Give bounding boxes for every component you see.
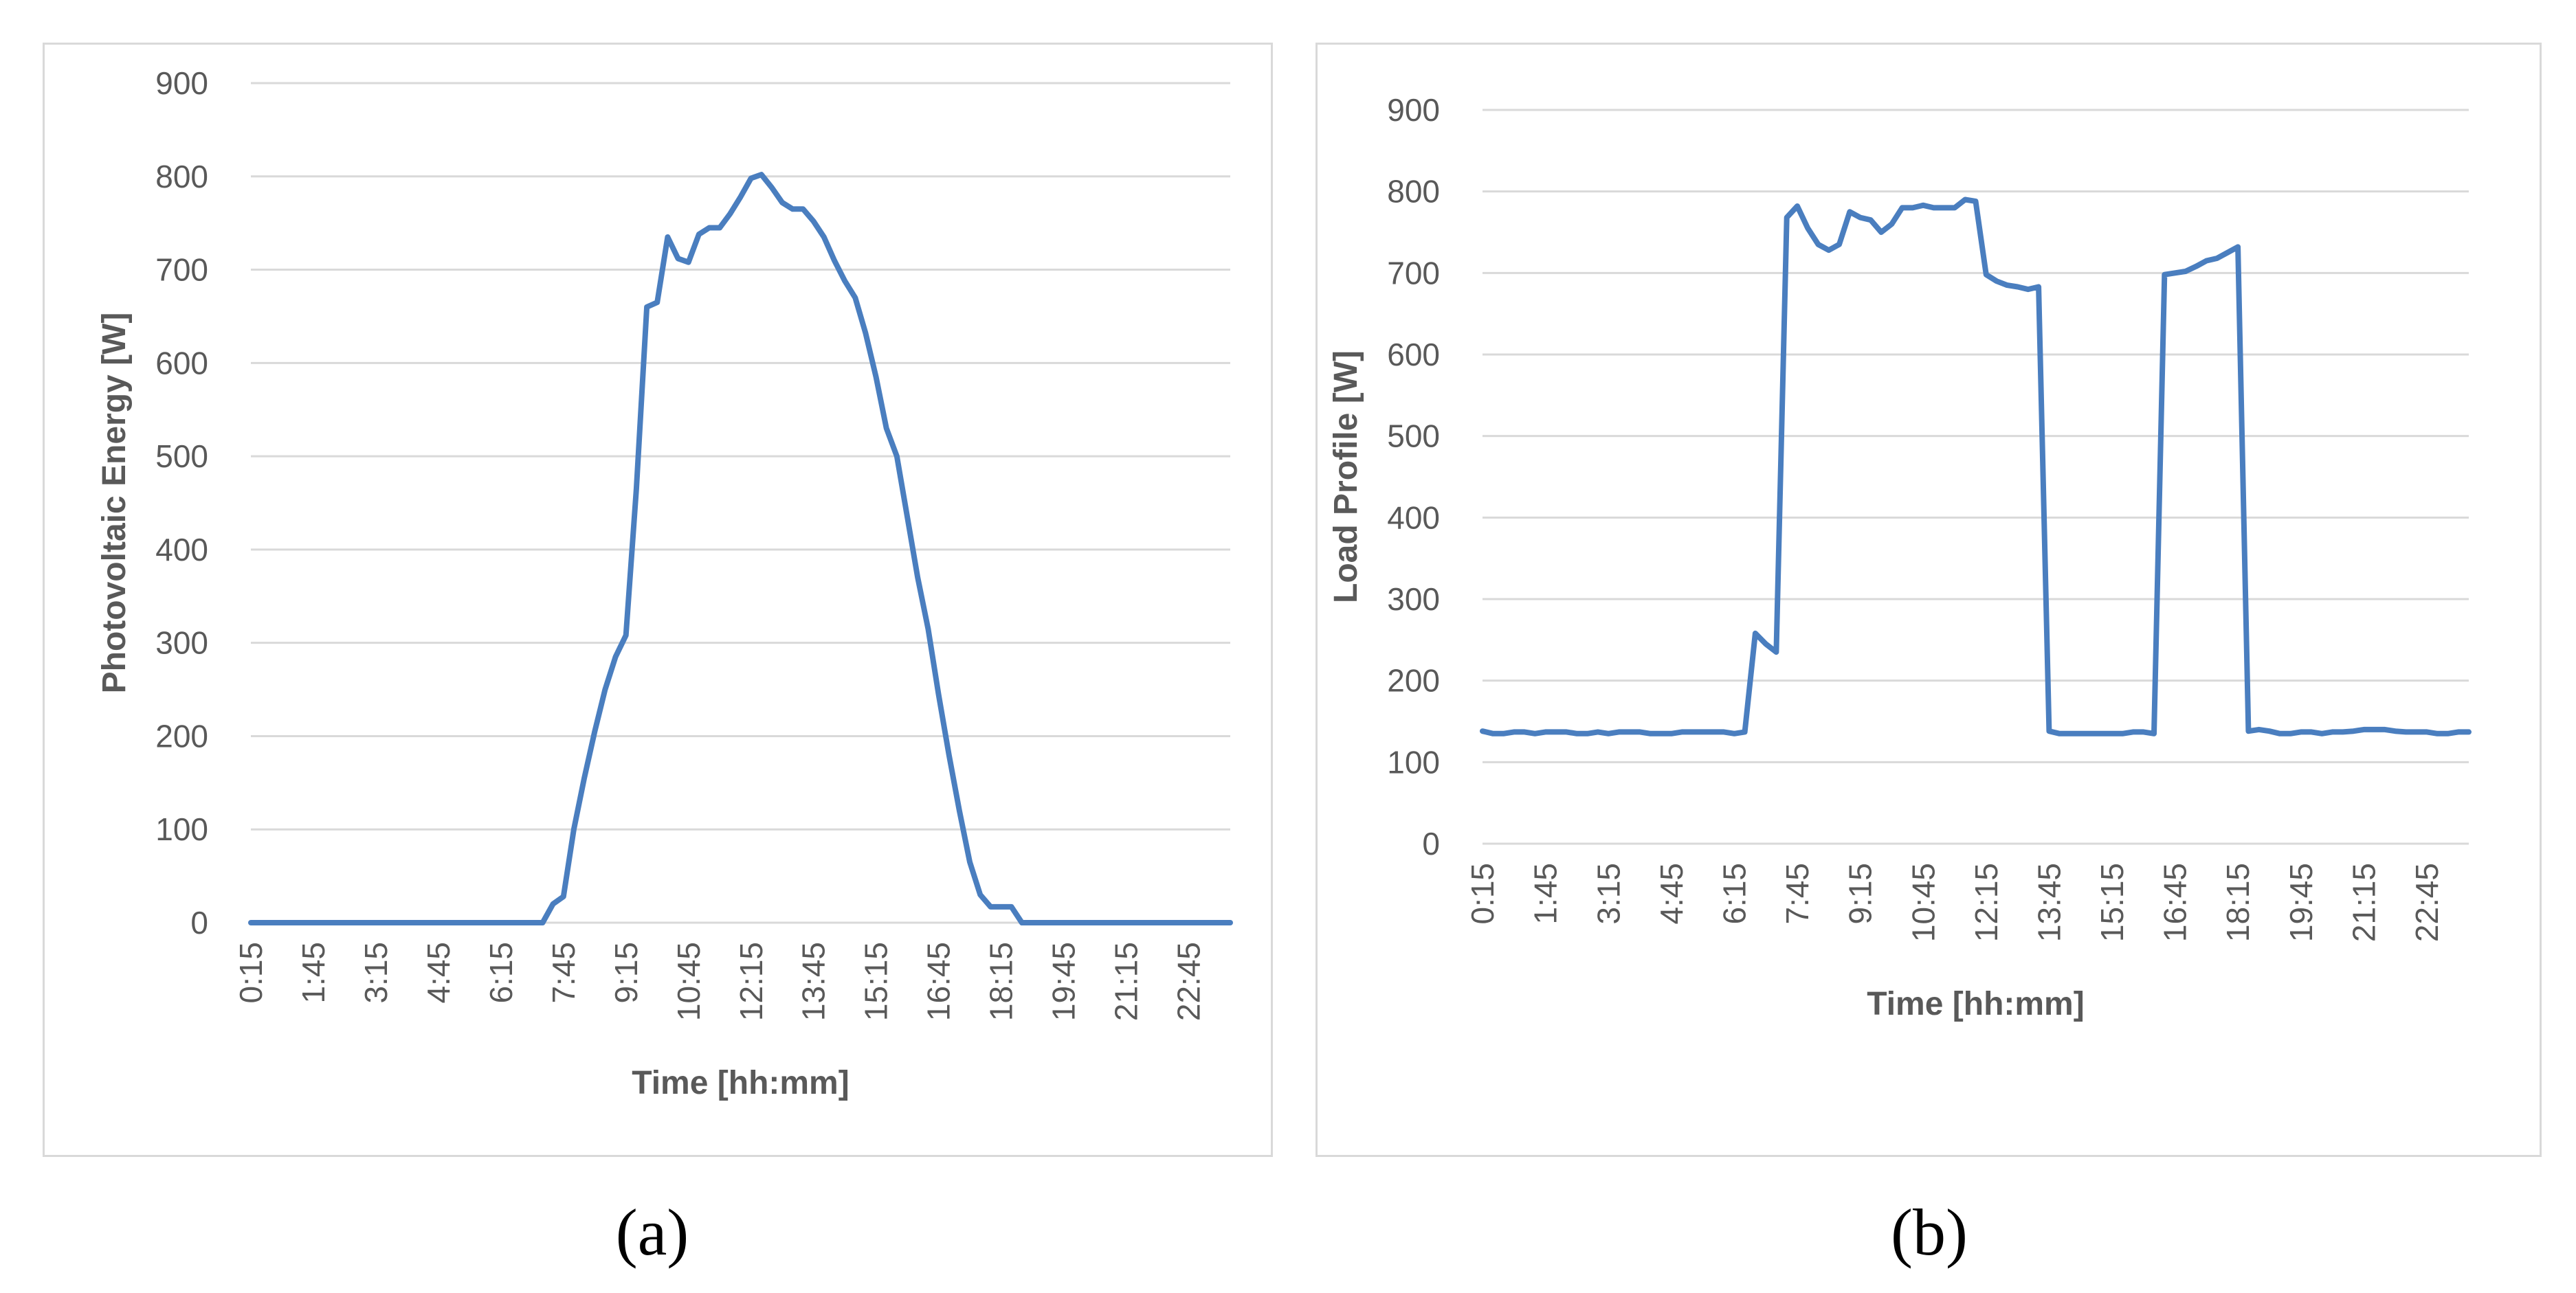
y-tick-label: 100 — [1387, 744, 1440, 780]
x-tick-label: 21:15 — [2346, 863, 2381, 942]
y-tick-label: 500 — [155, 438, 208, 474]
x-tick-label: 10:45 — [671, 942, 707, 1021]
y-tick-label: 200 — [155, 718, 208, 754]
y-tick-label: 500 — [1387, 418, 1440, 454]
x-tick-label: 10:45 — [1905, 863, 1941, 942]
caption-a: (a) — [615, 1195, 689, 1269]
caption-b: (b) — [1891, 1195, 1968, 1269]
y-tick-label: 600 — [155, 345, 208, 381]
y-tick-label: 700 — [155, 252, 208, 288]
x-tick-label: 19:45 — [2283, 863, 2319, 942]
y-tick-label: 800 — [155, 159, 208, 194]
x-tick-label: 12:15 — [733, 942, 769, 1021]
x-tick-label: 0:15 — [233, 942, 269, 1004]
photovoltaic-energy-chart: 0 100 200 300 400 500 600 700 800 900 0:15 1:45 3:15… — [96, 65, 1233, 1101]
x-tick-label: 7:45 — [1779, 863, 1815, 925]
x-tick-label: 6:15 — [483, 942, 519, 1004]
x-tick-label: 1:45 — [296, 942, 331, 1004]
x-tick-label: 9:15 — [608, 942, 644, 1004]
y-tick-label: 100 — [155, 811, 208, 847]
y-tick-label: 0 — [190, 905, 208, 941]
x-tick-label: 19:45 — [1046, 942, 1082, 1021]
y-tick-label: 700 — [1387, 255, 1440, 291]
x-tick-label: 13:45 — [2031, 863, 2067, 942]
series-line — [1480, 196, 2472, 737]
y-tick-label: 300 — [1387, 581, 1440, 617]
x-tick-label: 4:45 — [1654, 863, 1689, 925]
series-line — [248, 172, 1233, 925]
x-axis-title: Time [hh:mm] — [632, 1065, 849, 1101]
x-tick-label: 0:15 — [1465, 863, 1500, 925]
x-tick-label: 1:45 — [1528, 863, 1564, 925]
y-tick-label: 0 — [1422, 826, 1440, 862]
y-tick-label: 600 — [1387, 337, 1440, 372]
y-tick-label: 400 — [155, 532, 208, 567]
x-tick-label: 12:15 — [1968, 863, 2004, 942]
y-tick-label: 400 — [1387, 499, 1440, 535]
x-tick-label: 4:45 — [421, 942, 456, 1004]
x-tick-label: 21:15 — [1109, 942, 1144, 1021]
x-tick-label: 15:15 — [2094, 863, 2130, 942]
x-axis-title: Time [hh:mm] — [1867, 986, 2084, 1022]
y-tick-label: 800 — [1387, 174, 1440, 210]
x-tick-label: 18:15 — [984, 942, 1019, 1021]
x-tick-label: 16:45 — [921, 942, 957, 1021]
x-tick-label: 16:45 — [2157, 863, 2193, 942]
x-tick-label: 3:15 — [358, 942, 394, 1004]
x-tick-label: 22:45 — [1170, 942, 1206, 1021]
y-tick-label: 900 — [1387, 92, 1440, 128]
x-tick-label: 7:45 — [546, 942, 581, 1004]
chart-panel-a: 0 100 200 300 400 500 600 700 800 900 0:15 1:45 3:15… — [43, 43, 1273, 1157]
x-tick-label: 15:15 — [858, 942, 894, 1021]
y-axis-title: Photovoltaic Energy [W] — [96, 313, 133, 694]
x-tick-label: 18:15 — [2220, 863, 2256, 942]
chart-panel-b: 0 100 200 300 400 500 600 700 800 900 0:15 1:45 3:15… — [1315, 43, 2542, 1157]
x-tick-label: 3:15 — [1590, 863, 1626, 925]
y-axis-title: Load Profile [W] — [1328, 350, 1364, 603]
y-tick-label: 900 — [155, 65, 208, 101]
x-tick-label: 9:15 — [1843, 863, 1878, 925]
x-tick-label: 22:45 — [2409, 863, 2445, 942]
y-tick-label: 300 — [155, 625, 208, 661]
load-profile-chart: 0 100 200 300 400 500 600 700 800 900 0:15 1:45 3:15… — [1328, 92, 2472, 1022]
x-tick-label: 13:45 — [796, 942, 832, 1021]
x-tick-label: 6:15 — [1716, 863, 1752, 925]
y-tick-label: 200 — [1387, 663, 1440, 699]
